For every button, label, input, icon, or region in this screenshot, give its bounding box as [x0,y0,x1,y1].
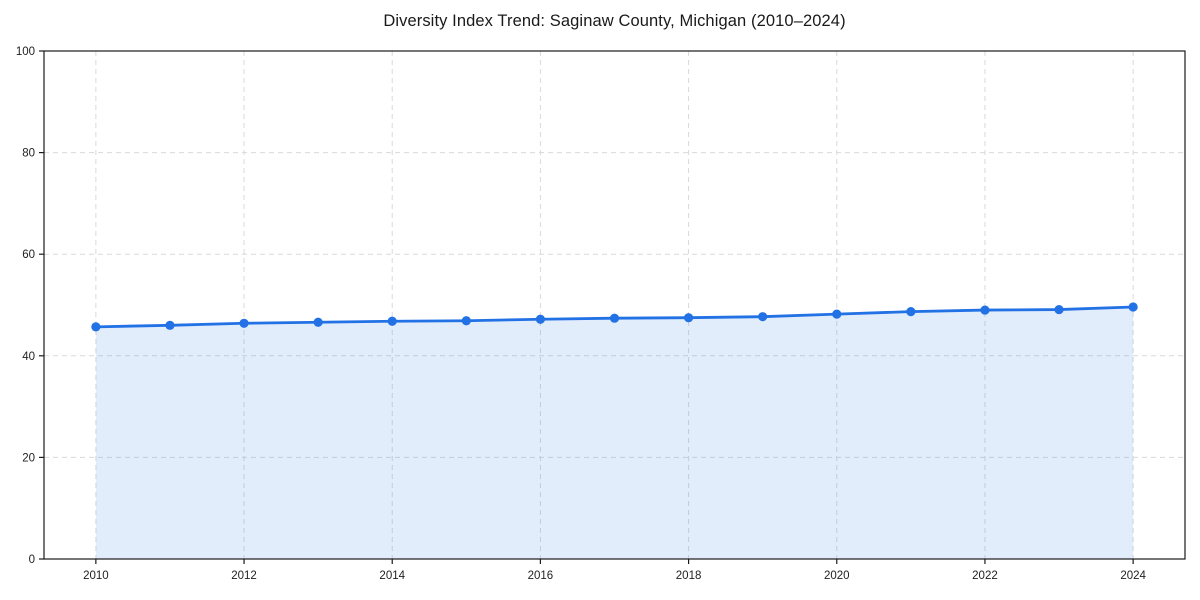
x-tick-label: 2014 [379,570,405,582]
data-point-marker [91,322,101,332]
x-tick-label: 2022 [972,570,998,582]
data-point-marker [1128,302,1138,312]
y-tick-label: 80 [22,148,35,160]
data-point-marker [461,316,471,326]
data-point-marker [758,312,768,322]
data-point-marker [387,316,397,326]
data-point-marker [239,318,249,328]
data-point-marker [980,305,990,315]
data-point-marker [165,320,175,330]
data-point-marker [313,317,323,327]
x-tick-label: 2012 [231,570,257,582]
y-tick-label: 100 [16,46,35,58]
data-point-marker [1054,304,1064,315]
x-tick-label: 2018 [676,570,702,582]
data-point-marker [609,313,620,323]
x-tick-label: 2024 [1120,570,1146,582]
x-tick-label: 2020 [824,570,850,582]
chart-title: Diversity Index Trend: Saginaw County, M… [383,12,846,30]
data-point-marker [906,307,916,317]
data-point-marker [535,314,546,324]
y-tick-label: 20 [22,452,35,464]
y-tick-label: 0 [29,554,35,566]
y-tick-label: 40 [22,351,35,363]
x-tick-label: 2016 [528,570,554,582]
data-point-marker [683,313,694,323]
series-area-fill [95,307,1134,559]
y-tick-label: 60 [22,249,35,261]
x-tick-label: 2010 [83,570,109,582]
data-point-marker [832,309,842,319]
plot-border [43,50,1186,560]
